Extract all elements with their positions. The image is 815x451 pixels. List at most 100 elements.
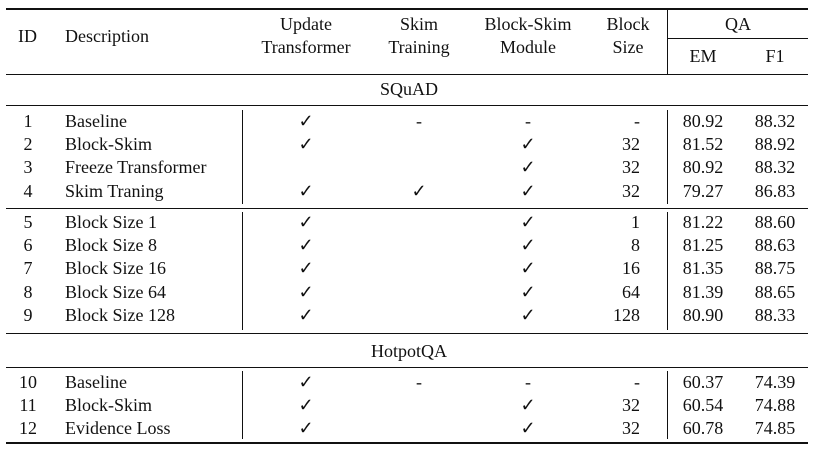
cell-description: Block-Skim — [65, 395, 153, 416]
cell-em: 80.92 — [682, 157, 724, 178]
cell-em: 80.90 — [682, 304, 724, 325]
header-qa: QA — [725, 14, 751, 34]
cell-block-size: 32 — [622, 157, 640, 178]
header-update-line2: Transformer — [261, 37, 351, 57]
cell-id: 9 — [23, 304, 33, 325]
section-rule-squad — [6, 105, 808, 106]
cell-em: 81.25 — [682, 235, 724, 256]
cell-block-size: 16 — [622, 258, 640, 279]
cell-block-skim-module: ✓ — [520, 134, 536, 155]
section-title-hotpotqa: HotpotQA — [371, 341, 447, 361]
cell-f1: 88.60 — [754, 212, 796, 232]
cell-block-size: 32 — [622, 134, 640, 155]
cell-id: 5 — [23, 212, 33, 232]
cell-update-transformer: ✓ — [298, 258, 314, 279]
header-em: EM — [689, 46, 717, 66]
cell-id: 1 — [23, 111, 33, 131]
vline-qa-g3 — [667, 371, 668, 439]
cell-skim-training: - — [416, 111, 422, 131]
header-module-line1: Block-Skim — [484, 14, 572, 34]
section-rule-hotpotqa — [6, 367, 808, 368]
cell-id: 6 — [23, 235, 33, 256]
cell-block-size: - — [634, 111, 640, 131]
cell-f1: 88.63 — [754, 235, 796, 256]
qa-subheader-rule — [667, 38, 808, 39]
header-rule — [6, 74, 808, 75]
cell-update-transformer: ✓ — [298, 304, 314, 325]
vline-qa-g1 — [667, 110, 668, 204]
cell-em: 60.78 — [682, 418, 724, 439]
cell-f1: 88.33 — [754, 304, 796, 325]
cell-f1: 74.88 — [754, 395, 796, 416]
header-id: ID — [18, 26, 37, 46]
cell-id: 2 — [23, 134, 33, 155]
header-module-line2: Module — [500, 37, 556, 57]
header-blocksize-line2: Size — [612, 37, 644, 57]
cell-block-size: 8 — [631, 235, 640, 256]
cell-description: Baseline — [65, 111, 127, 131]
cell-block-skim-module: ✓ — [520, 258, 536, 279]
cell-description: Block Size 16 — [65, 258, 166, 279]
bottom-rule — [6, 442, 808, 444]
cell-update-transformer: ✓ — [298, 372, 314, 392]
cell-block-skim-module: ✓ — [520, 180, 536, 201]
header-vline — [667, 10, 668, 74]
cell-update-transformer: ✓ — [298, 134, 314, 155]
group-rule — [6, 208, 808, 209]
cell-block-skim-module: ✓ — [520, 304, 536, 325]
cell-block-skim-module: ✓ — [520, 157, 536, 178]
cell-f1: 86.83 — [754, 180, 796, 201]
cell-f1: 88.32 — [754, 157, 796, 178]
cell-id: 4 — [23, 180, 33, 201]
cell-update-transformer: ✓ — [298, 180, 314, 201]
cell-id: 8 — [23, 281, 33, 302]
cell-block-size: 32 — [622, 418, 640, 439]
cell-block-size: 64 — [622, 281, 640, 302]
header-update-line1: Update — [280, 14, 332, 34]
header-skim-line1: Skim — [399, 14, 439, 34]
cell-skim-training: ✓ — [411, 180, 427, 201]
cell-update-transformer: ✓ — [298, 111, 314, 131]
cell-f1: 88.75 — [754, 258, 796, 279]
cell-block-skim-module: - — [525, 111, 531, 131]
cell-update-transformer: ✓ — [298, 395, 314, 416]
vline-desc-g2 — [242, 212, 243, 330]
cell-id: 7 — [23, 258, 33, 279]
cell-description: Evidence Loss — [65, 418, 171, 439]
cell-em: 81.22 — [682, 212, 724, 232]
top-rule — [6, 8, 808, 10]
section-title-squad: SQuAD — [379, 79, 439, 99]
cell-id: 3 — [23, 157, 33, 178]
vline-desc-g1 — [242, 110, 243, 204]
cell-block-skim-module: ✓ — [520, 281, 536, 302]
cell-description: Block Size 8 — [65, 235, 157, 256]
header-f1: F1 — [765, 46, 785, 66]
cell-block-skim-module: - — [525, 372, 531, 392]
cell-description: Block-Skim — [65, 134, 153, 155]
cell-update-transformer: ✓ — [298, 281, 314, 302]
cell-description: Block Size 64 — [65, 281, 166, 302]
cell-f1: 74.85 — [754, 418, 796, 439]
cell-description: Block Size 128 — [65, 304, 175, 325]
cell-description: Baseline — [65, 372, 127, 392]
cell-block-size: - — [634, 372, 640, 392]
cell-f1: 88.32 — [754, 111, 796, 131]
cell-em: 81.52 — [682, 134, 724, 155]
cell-f1: 88.92 — [754, 134, 796, 155]
cell-em: 80.92 — [682, 111, 724, 131]
section-end-rule — [6, 333, 808, 334]
cell-f1: 88.65 — [754, 281, 796, 302]
cell-em: 81.39 — [682, 281, 724, 302]
cell-description: Block Size 1 — [65, 212, 157, 232]
cell-block-size: 32 — [622, 180, 640, 201]
cell-block-size: 32 — [622, 395, 640, 416]
cell-block-skim-module: ✓ — [520, 212, 536, 232]
cell-block-size: 1 — [631, 212, 640, 232]
vline-qa-g2 — [667, 212, 668, 330]
cell-description: Skim Traning — [65, 180, 164, 201]
header-blocksize-line1: Block — [606, 14, 650, 34]
cell-f1: 74.39 — [754, 372, 796, 392]
cell-update-transformer: ✓ — [298, 418, 314, 439]
cell-block-skim-module: ✓ — [520, 395, 536, 416]
cell-em: 79.27 — [682, 180, 724, 201]
